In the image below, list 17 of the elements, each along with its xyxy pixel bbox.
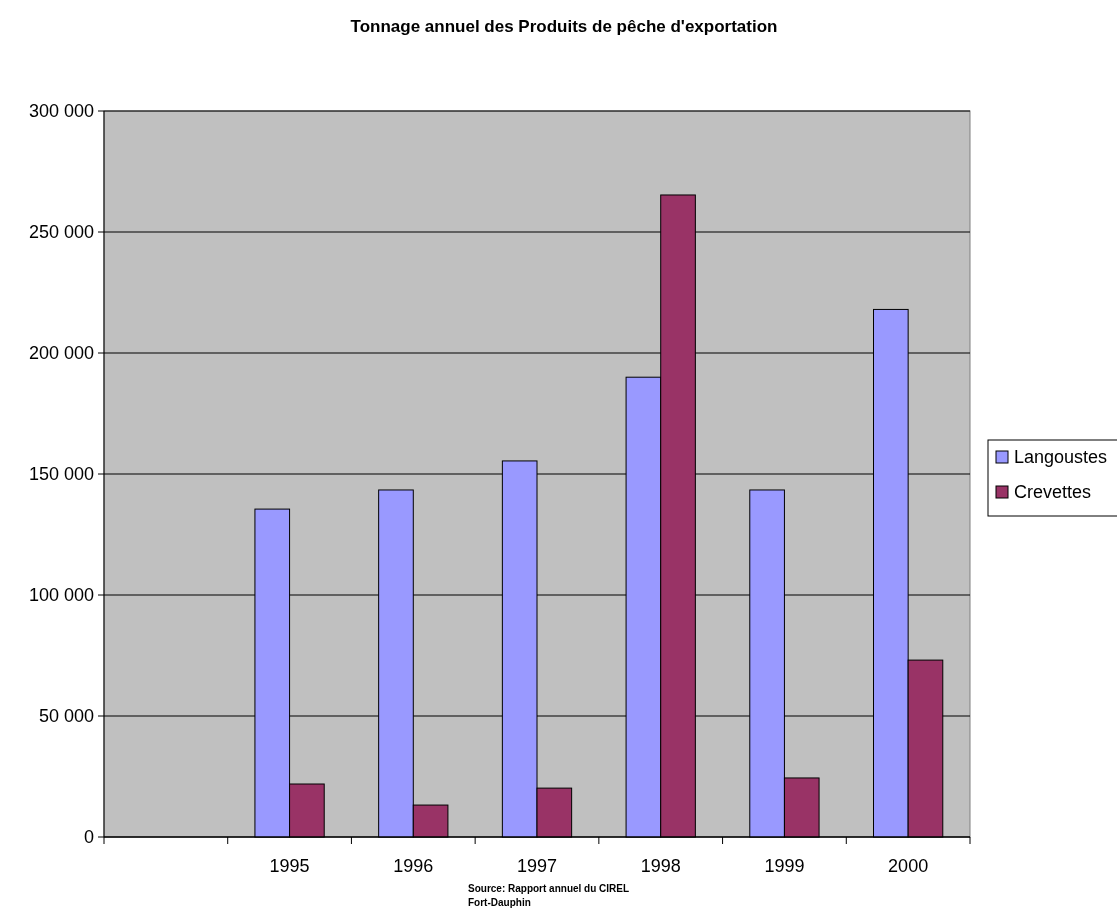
legend-label: Crevettes [1014, 482, 1092, 503]
y-tick-label: 150 000 [28, 464, 94, 485]
source-note: Source: Rapport annuel du CIREL Fort-Dauphin [468, 883, 630, 908]
x-tick-label: 2000 [888, 856, 929, 876]
x-tick-label: 1999 [764, 856, 805, 876]
y-tick-label: 250 000 [28, 222, 94, 243]
y-tick-label: 0 [83, 827, 94, 848]
x-tick-label: 1996 [393, 856, 434, 876]
x-tick-label: 1997 [516, 856, 558, 876]
chart-title: Tonnage annuel des Produits de pêche d'exportation [350, 17, 778, 36]
x-tick-label: 1998 [640, 856, 681, 876]
x-tick-label: 1995 [269, 856, 310, 876]
y-tick-label: 50 000 [38, 706, 94, 727]
legend-label: Langoustes [1014, 447, 1108, 468]
y-tick-label: 300 000 [28, 101, 94, 122]
y-tick-label: 200 000 [28, 343, 94, 364]
y-tick-label: 100 000 [28, 585, 94, 606]
